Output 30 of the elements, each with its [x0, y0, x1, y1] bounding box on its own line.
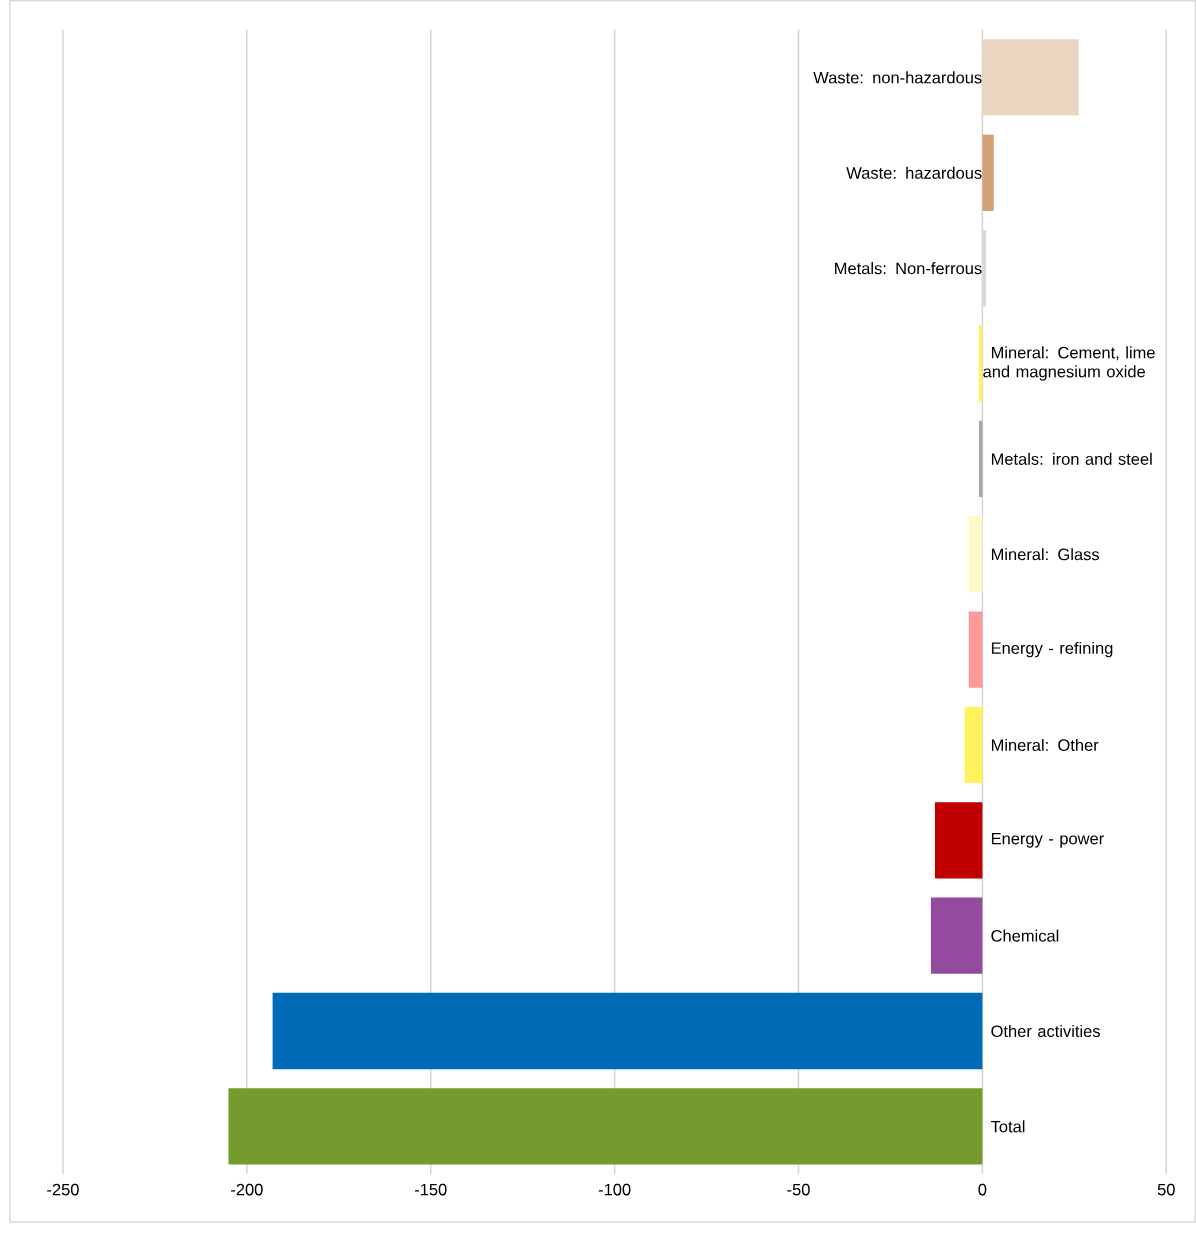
bar: [982, 39, 1079, 116]
x-tick-label: -100: [598, 1183, 631, 1196]
y-tick-label: Energy - refining: [991, 641, 1113, 658]
bar: [272, 992, 983, 1070]
y-tick-label: Other activities: [991, 1024, 1100, 1038]
y-tick-label: Mineral: Glass: [991, 548, 1100, 561]
x-tick-label: 0: [978, 1183, 987, 1196]
x-tick-label: -50: [787, 1183, 810, 1196]
y-tick-label: Metals: iron and steel: [991, 452, 1152, 465]
bar: [968, 611, 983, 688]
bar: [968, 516, 983, 593]
bar: [982, 229, 987, 307]
y-tick-label: Metals: Non-ferrous: [835, 262, 982, 275]
bar: [979, 420, 983, 497]
y-tick-label: Chemical: [991, 929, 1059, 942]
bar: [934, 802, 983, 879]
y-tick-label: Mineral: Other: [991, 738, 1099, 751]
bar: [930, 897, 983, 974]
x-tick-label: -250: [47, 1183, 79, 1196]
x-tick-label: -200: [231, 1183, 263, 1196]
bar: [982, 134, 994, 211]
bar: [228, 1088, 983, 1165]
x-tick-label: 50: [1157, 1183, 1175, 1196]
y-tick-label: Mineral: Cement, lime and magnesium oxide: [983, 346, 1155, 381]
y-tick-label: Waste: non-hazardous: [813, 71, 982, 84]
bar: [964, 706, 983, 784]
y-tick-label: Total: [990, 1120, 1025, 1133]
y-tick-label: Waste: hazardous: [846, 166, 982, 179]
x-tick-label: -150: [414, 1183, 447, 1196]
y-tick-label: Energy - power: [991, 832, 1104, 848]
